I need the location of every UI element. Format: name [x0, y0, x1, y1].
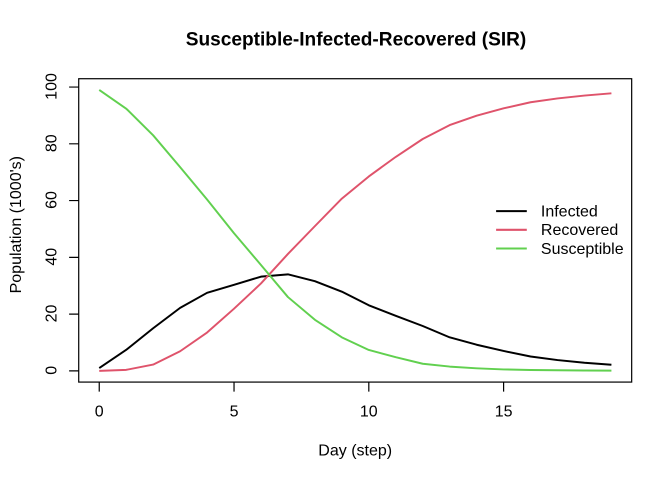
svg-text:Day (step): Day (step) [318, 442, 392, 459]
svg-text:80: 80 [44, 134, 61, 152]
svg-text:100: 100 [44, 73, 61, 100]
svg-text:20: 20 [44, 304, 61, 322]
svg-text:Susceptible-Infected-Recovered: Susceptible-Infected-Recovered (SIR) [186, 30, 527, 51]
svg-text:Susceptible: Susceptible [541, 241, 624, 258]
svg-text:0: 0 [44, 366, 61, 375]
svg-text:10: 10 [360, 403, 378, 420]
svg-text:15: 15 [495, 403, 513, 420]
svg-text:40: 40 [44, 248, 61, 266]
svg-text:5: 5 [230, 403, 239, 420]
svg-text:60: 60 [44, 191, 61, 209]
svg-text:Recovered: Recovered [541, 222, 618, 239]
svg-text:Infected: Infected [541, 203, 598, 220]
svg-text:Population (1000's): Population (1000's) [8, 156, 25, 293]
svg-text:0: 0 [95, 403, 104, 420]
